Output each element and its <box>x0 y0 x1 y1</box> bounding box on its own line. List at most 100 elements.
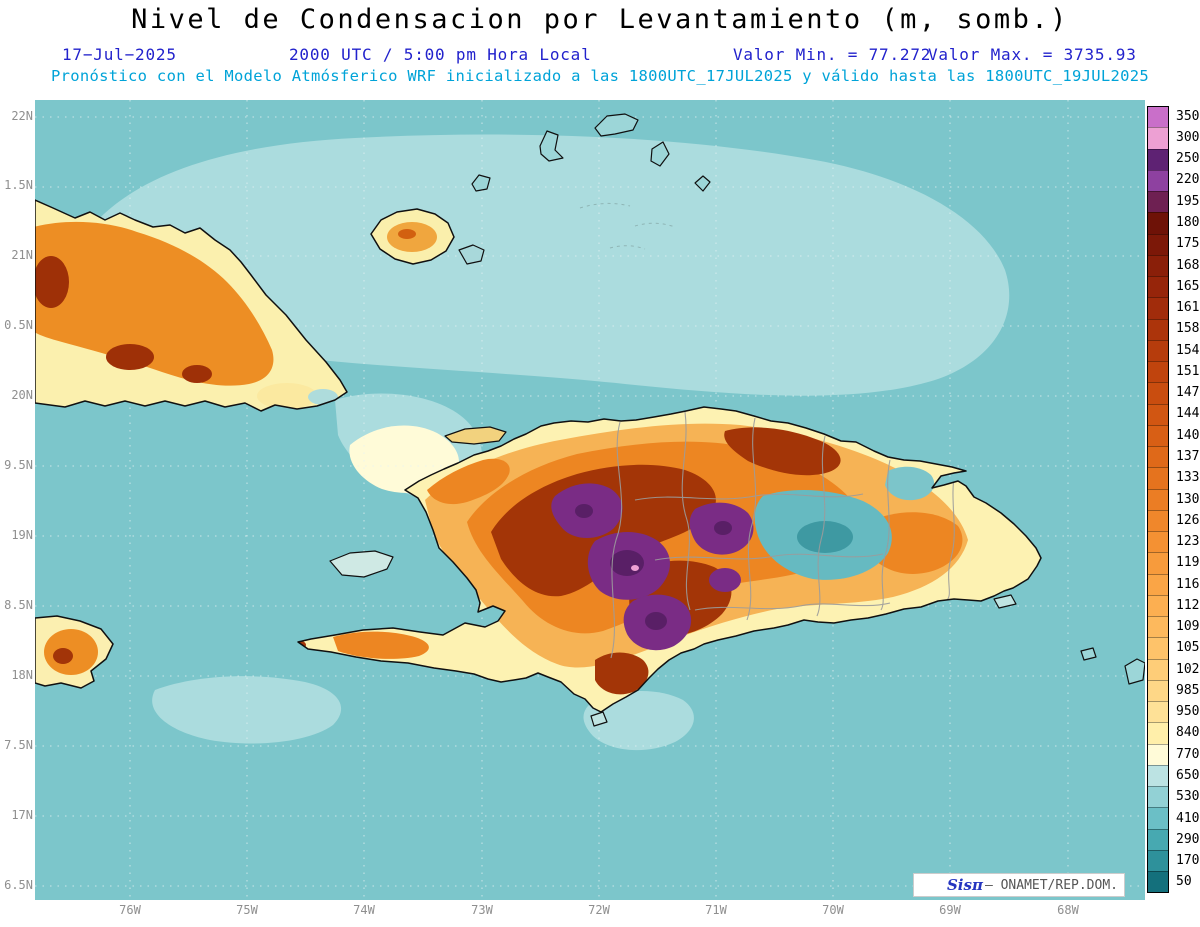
legend-color-segment <box>1148 170 1168 191</box>
legend-color-segment <box>1148 191 1168 212</box>
legend-color-segment <box>1148 255 1168 276</box>
legend-value-label: 1405 <box>1176 428 1200 443</box>
y-tick-label: 1.5N <box>0 178 33 192</box>
legend-colorbar <box>1147 106 1169 893</box>
legend-value-label: 170 <box>1176 853 1199 868</box>
legend-color-segment <box>1148 871 1168 892</box>
legend-value-label: 3500 <box>1176 109 1200 124</box>
legend-value-label: 840 <box>1176 725 1199 740</box>
legend-value-label: 770 <box>1176 747 1199 762</box>
legend-value-label: 410 <box>1176 811 1199 826</box>
legend-color-segment <box>1148 829 1168 850</box>
legend-color-segment <box>1148 744 1168 765</box>
x-tick-label: 76W <box>108 903 152 917</box>
legend-color-segment <box>1148 659 1168 680</box>
legend-value-label: 1440 <box>1176 406 1200 421</box>
legend-color-segment <box>1148 319 1168 340</box>
watermark: Sisπ – ONAMET/REP.DOM. <box>913 873 1125 897</box>
legend-color-segment <box>1148 361 1168 382</box>
x-tick-label: 75W <box>225 903 269 917</box>
legend-value-label: 1370 <box>1176 449 1200 464</box>
legend-value-label: 985 <box>1176 683 1199 698</box>
legend-value-label: 1545 <box>1176 343 1200 358</box>
legend-color-segment <box>1148 404 1168 425</box>
legend-color-segment <box>1148 574 1168 595</box>
valid-time-label: 2000 UTC / 5:00 pm Hora Local <box>289 45 592 64</box>
y-tick-label: 6.5N <box>0 878 33 892</box>
x-tick-label: 69W <box>928 903 972 917</box>
legend-color-segment <box>1148 212 1168 233</box>
legend-value-label: 1300 <box>1176 492 1200 507</box>
legend-value-label: 1510 <box>1176 364 1200 379</box>
legend-color-segment <box>1148 765 1168 786</box>
y-tick-label: 20N <box>0 388 33 402</box>
legend-value-label: 950 <box>1176 704 1199 719</box>
min-value-label: Valor Min. = 77.272 <box>733 45 931 64</box>
legend-color-segment <box>1148 297 1168 318</box>
legend-color-segment <box>1148 149 1168 170</box>
legend-value-label: 1090 <box>1176 619 1200 634</box>
legend-value-label: 1125 <box>1176 598 1200 613</box>
x-tick-label: 73W <box>460 903 504 917</box>
legend-value-label: 1615 <box>1176 300 1200 315</box>
x-tick-label: 71W <box>694 903 738 917</box>
legend-value-label: 1650 <box>1176 279 1200 294</box>
legend-color-segment <box>1148 637 1168 658</box>
legend-value-label: 3000 <box>1176 130 1200 145</box>
y-tick-label: 21N <box>0 248 33 262</box>
page-title: Nivel de Condensacion por Levantamiento … <box>0 4 1200 35</box>
legend-color-segment <box>1148 595 1168 616</box>
jamaica-lcl-shading <box>44 629 98 675</box>
legend-color-segment <box>1148 467 1168 488</box>
legend-color-segment <box>1148 489 1168 510</box>
max-value-label: Valor Max. = 3735.93 <box>928 45 1137 64</box>
legend-value-label: 1475 <box>1176 385 1200 400</box>
legend-color-segment <box>1148 701 1168 722</box>
date-label: 17−Jul−2025 <box>62 45 177 64</box>
legend-color-segment <box>1148 425 1168 446</box>
weather-map-canvas <box>35 100 1145 900</box>
legend-color-segment <box>1148 850 1168 871</box>
legend-value-label: 1750 <box>1176 236 1200 251</box>
legend-value-label: 1230 <box>1176 534 1200 549</box>
legend-value-label: 1265 <box>1176 513 1200 528</box>
legend-value-label: 1580 <box>1176 321 1200 336</box>
legend-color-segment <box>1148 552 1168 573</box>
y-tick-label: 0.5N <box>0 318 33 332</box>
legend-value-label: 50 <box>1176 874 1192 889</box>
legend-value-label: 1335 <box>1176 470 1200 485</box>
legend-value-label: 1020 <box>1176 662 1200 677</box>
y-tick-label: 18N <box>0 668 33 682</box>
legend-value-label: 1160 <box>1176 577 1200 592</box>
y-tick-label: 22N <box>0 109 33 123</box>
legend-color-segment <box>1148 107 1168 127</box>
x-tick-label: 72W <box>577 903 621 917</box>
legend-color-segment <box>1148 531 1168 552</box>
legend-color-segment <box>1148 807 1168 828</box>
legend-color-segment <box>1148 340 1168 361</box>
legend-value-label: 650 <box>1176 768 1199 783</box>
y-tick-label: 17N <box>0 808 33 822</box>
legend-value-label: 1950 <box>1176 194 1200 209</box>
forecast-description: Pronóstico con el Modelo Atmósferico WRF… <box>0 67 1200 85</box>
legend-color-segment <box>1148 510 1168 531</box>
x-tick-label: 70W <box>811 903 855 917</box>
watermark-brand: Sisπ <box>947 876 983 894</box>
legend-color-segment <box>1148 276 1168 297</box>
legend-color-segment <box>1148 234 1168 255</box>
y-tick-label: 9.5N <box>0 458 33 472</box>
y-tick-label: 19N <box>0 528 33 542</box>
legend-color-segment <box>1148 127 1168 148</box>
x-tick-label: 74W <box>342 903 386 917</box>
legend-color-segment <box>1148 446 1168 467</box>
legend-color-segment <box>1148 616 1168 637</box>
legend-color-segment <box>1148 382 1168 403</box>
lcl-forecast-map-page: Nivel de Condensacion por Levantamiento … <box>0 0 1200 927</box>
y-tick-label: 8.5N <box>0 598 33 612</box>
legend-color-segment <box>1148 680 1168 701</box>
x-tick-label: 68W <box>1046 903 1090 917</box>
legend-value-label: 1800 <box>1176 215 1200 230</box>
legend-color-segment <box>1148 786 1168 807</box>
legend-value-label: 290 <box>1176 832 1199 847</box>
legend-color-segment <box>1148 722 1168 743</box>
